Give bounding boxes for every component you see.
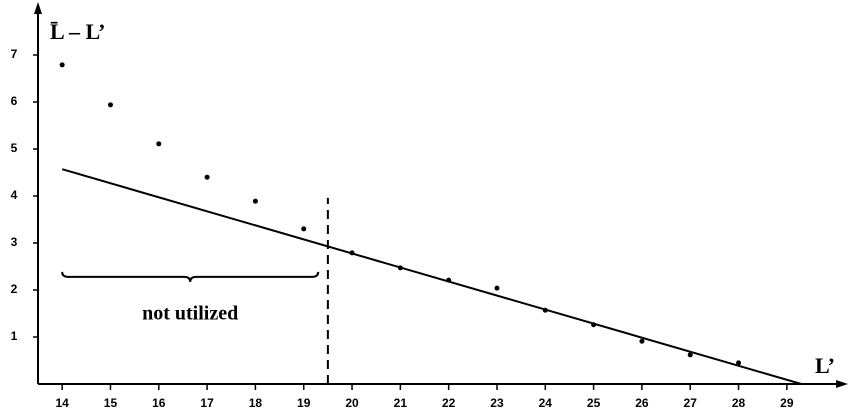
x-tick-label: 22 <box>442 396 456 410</box>
fit-line <box>61 168 802 385</box>
x-tick-label: 25 <box>587 396 601 410</box>
annotation: not utilized <box>142 302 238 324</box>
point <box>687 352 693 358</box>
point <box>156 141 162 147</box>
x-tick-label: 16 <box>152 396 166 410</box>
x-tick-label: 27 <box>684 396 698 410</box>
y-tick-label: 7 <box>11 47 18 61</box>
point <box>591 322 597 328</box>
x-tick-label: 14 <box>55 396 69 410</box>
y-tick-label: 2 <box>11 282 18 296</box>
x-tick-label: 15 <box>104 396 118 410</box>
x-tick-label: 24 <box>539 396 553 410</box>
point <box>301 226 307 232</box>
x-tick-label: 29 <box>780 396 794 410</box>
y-tick-label: 5 <box>11 141 18 155</box>
y-axis-label: L̄ – L’ <box>50 19 105 44</box>
y-tick-label: 3 <box>11 235 18 249</box>
point <box>639 338 645 344</box>
x-tick-label: 21 <box>394 396 408 410</box>
brace <box>61 271 320 282</box>
x-tick-label: 20 <box>345 396 359 410</box>
point <box>446 277 452 283</box>
point <box>542 307 548 313</box>
x-axis-label: L’ <box>815 353 835 378</box>
x-tick-label: 28 <box>732 396 746 410</box>
y-tick-label: 1 <box>11 329 18 343</box>
y-axis-arrow <box>34 2 42 14</box>
y-tick-label: 4 <box>11 188 18 202</box>
x-tick-label: 23 <box>490 396 504 410</box>
point <box>204 174 210 180</box>
point <box>59 62 65 68</box>
point <box>107 102 113 108</box>
x-axis-arrow <box>836 380 848 388</box>
x-tick-label: 18 <box>249 396 263 410</box>
x-tick-label: 26 <box>635 396 649 410</box>
point <box>349 250 355 256</box>
y-tick-label: 6 <box>11 94 18 108</box>
x-tick-label: 19 <box>297 396 311 410</box>
point <box>494 285 500 291</box>
point <box>397 265 403 271</box>
x-tick-label: 17 <box>200 396 214 410</box>
point <box>252 198 258 204</box>
point <box>736 360 742 366</box>
